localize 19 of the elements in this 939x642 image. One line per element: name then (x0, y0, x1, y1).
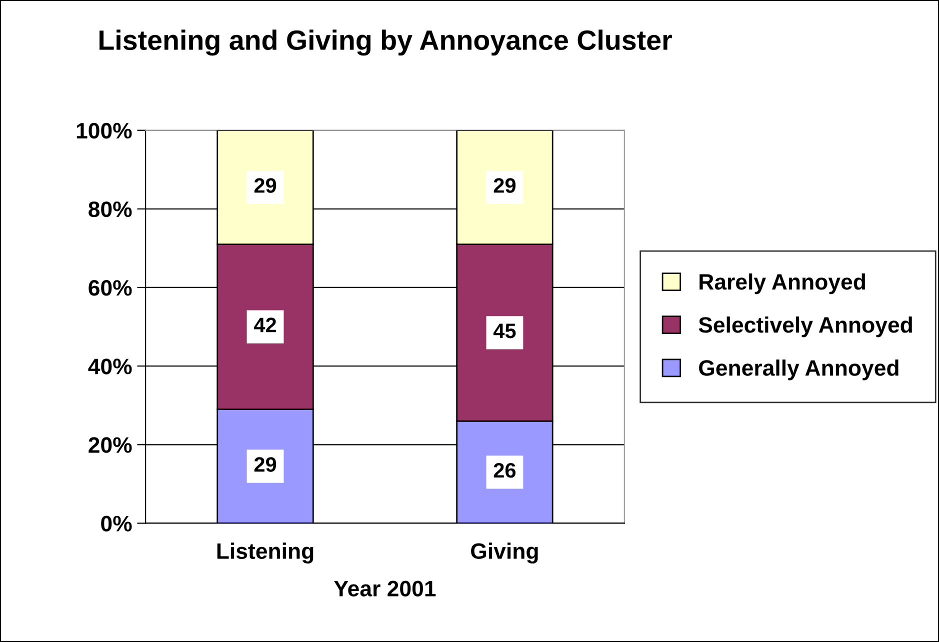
x-tick-label: Giving (471, 542, 538, 564)
y-tick-label: 40% (88, 358, 132, 374)
legend-label: Rarely Annoyed (700, 273, 865, 294)
y-tick-label: 80% (88, 201, 132, 218)
legend-label: Selectively Annoyed (698, 316, 912, 338)
legend-label: Generally Annoyed (699, 360, 898, 380)
data-label: 29 (254, 178, 276, 193)
data-label: 29 (494, 178, 516, 193)
y-tick-label: 20% (88, 437, 132, 453)
data-label: 42 (254, 318, 276, 332)
x-axis-title: Year 2001 (334, 580, 436, 596)
x-tick-label: Listening (217, 542, 314, 564)
data-label: 29 (254, 457, 276, 472)
data-label: 45 (493, 324, 516, 338)
y-tick-label: 100% (76, 122, 132, 139)
chart-title: Listening and Giving by Annoyance Cluster (100, 30, 672, 56)
y-tick-label: 60% (88, 280, 132, 296)
y-tick-label: 0% (101, 516, 132, 532)
data-label: 26 (494, 462, 516, 478)
